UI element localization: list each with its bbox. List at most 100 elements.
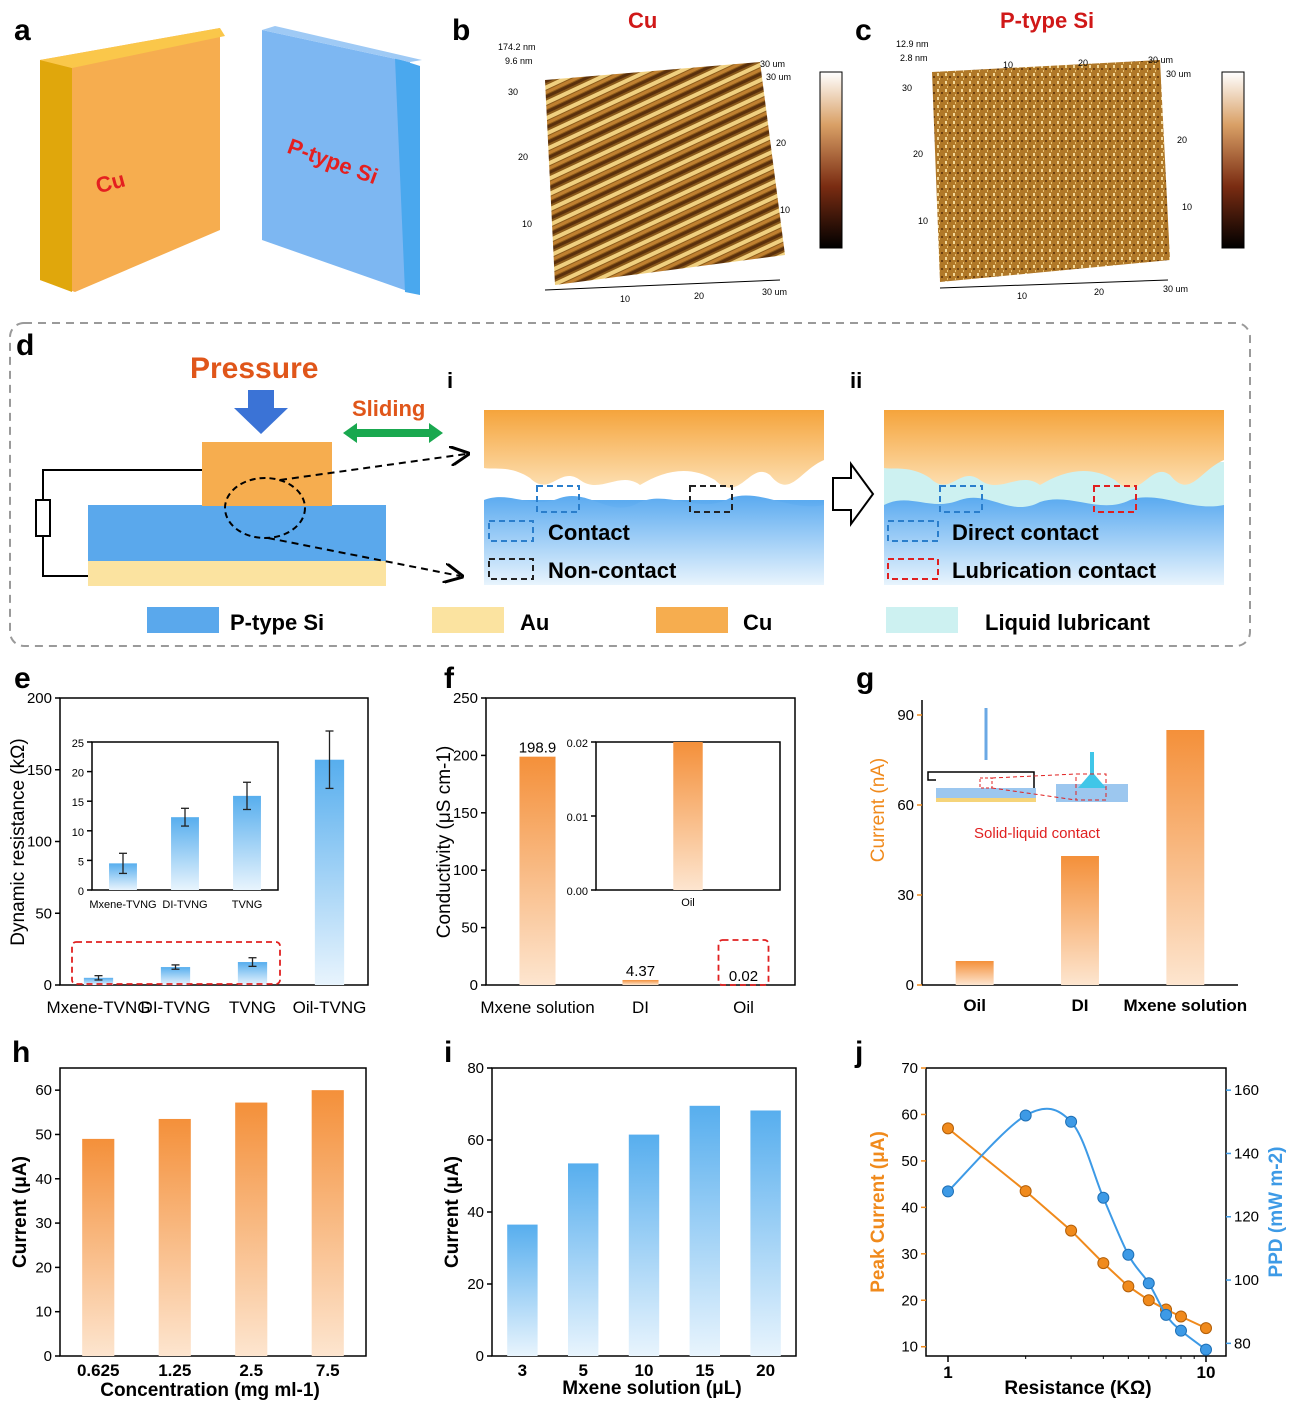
j-ppd-point — [1174, 1324, 1187, 1337]
f-inset-y-tick-label: 0.01 — [567, 812, 588, 824]
contact-label: Contact — [548, 520, 631, 545]
g-x-tick-label: Oil — [963, 996, 986, 1015]
e-inset-x-tick-label: TVNG — [232, 899, 263, 911]
f-inset-y-tick-label: 0.02 — [567, 738, 588, 750]
panel-label-c: c — [855, 14, 872, 47]
panel-label-e: e — [14, 662, 31, 695]
g-bar — [1166, 730, 1205, 985]
panel-label-d: d — [16, 329, 34, 362]
panel-label-h: h — [12, 1036, 30, 1069]
h-y-tick-label: 10 — [35, 1304, 52, 1321]
h-bar — [235, 1102, 268, 1356]
afm-cu-top-tick: 30 um — [760, 59, 785, 69]
legend-label-cu: Cu — [743, 610, 772, 635]
panel-label-a: a — [14, 14, 31, 47]
afm-cu-surface — [545, 62, 785, 285]
e-inset-y-tick-label: 25 — [72, 738, 84, 750]
afm-si-zmin: 2.8 nm — [900, 53, 928, 63]
si-block: P-type Si — [262, 26, 422, 295]
h-x-tick-label: 2.5 — [239, 1361, 263, 1380]
afm-si-y-tick: 20 — [913, 149, 923, 159]
f-inset-y-tick-label: 0.00 — [567, 886, 588, 898]
panel-label-b: b — [452, 14, 470, 47]
e-bar — [160, 967, 191, 985]
j-y2-tick-label: 80 — [1234, 1335, 1251, 1352]
panel-label-f: f — [444, 662, 455, 695]
e-inset-y-tick-label: 10 — [72, 827, 84, 839]
g-x-tick-label: DI — [1072, 996, 1089, 1015]
f-value-label: 0.02 — [729, 968, 758, 985]
legend-swatch-si — [147, 607, 219, 633]
i-x-tick-label: 5 — [578, 1361, 587, 1380]
j-plot-frame — [925, 1067, 1227, 1357]
j-y2-tick-label: 140 — [1234, 1145, 1259, 1162]
afm-cu-x-tick: 20 — [694, 291, 704, 301]
f-x-tick-label: DI — [632, 998, 649, 1017]
f-bar — [622, 979, 659, 985]
afm-cu-title: Cu — [628, 8, 657, 33]
h-y-tick-label: 50 — [35, 1126, 52, 1143]
j-y-tick-label: 50 — [901, 1153, 918, 1170]
sliding-label: Sliding — [352, 396, 425, 421]
pressure-label: Pressure — [190, 352, 318, 385]
i-x-tick-label: 20 — [756, 1361, 775, 1380]
f-y-tick-label: 50 — [461, 920, 478, 937]
afm-cu-r-tick: 20 — [776, 138, 786, 148]
panel-d-frame — [9, 322, 1251, 647]
afm-cu-x-axis — [544, 279, 781, 291]
e-y-axis-title: Dynamic resistance (kΩ) — [8, 738, 29, 945]
e-x-tick-label: TVNG — [229, 998, 276, 1017]
afm-si-y-tick: 10 — [918, 216, 928, 226]
panel-label-i: i — [444, 1036, 452, 1069]
h-y-axis-title: Current (μA) — [10, 1156, 31, 1268]
i-x-axis-title: Mxene solution (μL) — [562, 1378, 741, 1399]
i-x-tick-label: 3 — [518, 1361, 527, 1380]
afm-si-top-tick: 30 um — [1148, 55, 1173, 65]
e-inset-y-tick-label: 0 — [78, 886, 84, 898]
f-inset-x-tick-label: Oil — [681, 897, 694, 909]
j-peak-current-point — [1122, 1280, 1135, 1293]
device-schematic — [35, 442, 466, 586]
e-inset-x-tick-label: DI-TVNG — [162, 899, 207, 911]
afm-si-zmax: 12.9 nm — [896, 39, 929, 49]
g-y-tick-label: 30 — [897, 887, 914, 904]
i-y-tick-label: 0 — [476, 1348, 484, 1365]
j-peak-current-point — [1019, 1185, 1032, 1198]
e-y-tick-label: 150 — [27, 762, 52, 779]
j-ppd-point — [1122, 1248, 1135, 1261]
f-y-tick-label: 250 — [453, 690, 478, 707]
afm-cu-y-tick: 20 — [518, 152, 528, 162]
h-y-tick-label: 0 — [44, 1348, 52, 1365]
h-y-tick-label: 30 — [35, 1215, 52, 1232]
j-ppd-point — [1019, 1109, 1032, 1122]
j-peak-current-point — [1065, 1224, 1078, 1237]
j-y-tick-label: 10 — [901, 1339, 918, 1356]
j-y2-tick-label: 120 — [1234, 1209, 1259, 1226]
f-y-tick-label: 200 — [453, 747, 478, 764]
j-peak-current-point — [1174, 1310, 1187, 1323]
f-inset-bar — [673, 742, 703, 890]
j-peak-current-point — [942, 1122, 954, 1135]
i-bar — [689, 1105, 720, 1356]
f-value-label: 198.9 — [519, 740, 557, 757]
afm-cu-r-tick: 30 um — [766, 72, 791, 82]
j-y-tick-label: 40 — [901, 1199, 918, 1216]
j-ppd-point — [1097, 1191, 1110, 1204]
e-y-tick-label: 200 — [27, 690, 52, 707]
j-ppd-point — [1065, 1115, 1078, 1128]
i-y-axis-title: Current (μA) — [442, 1156, 463, 1268]
e-y-tick-label: 0 — [44, 977, 52, 994]
afm-cu-x-tick: 30 um — [762, 287, 787, 297]
f-y-tick-label: 100 — [453, 862, 478, 879]
f-x-tick-label: Mxene solution — [480, 998, 594, 1017]
f-y-tick-label: 0 — [470, 977, 478, 994]
panel-d-legend: P-type Si Au Cu Liquid lubricant — [147, 607, 1151, 635]
legend-swatch-cu — [656, 607, 728, 633]
j-x-tick-label: 1 — [943, 1363, 952, 1382]
j-ppd-point — [1160, 1308, 1173, 1321]
afm-si-r-tick: 10 — [1182, 202, 1192, 212]
h-x-tick-label: 0.625 — [77, 1361, 120, 1380]
i-bar — [628, 1134, 660, 1356]
